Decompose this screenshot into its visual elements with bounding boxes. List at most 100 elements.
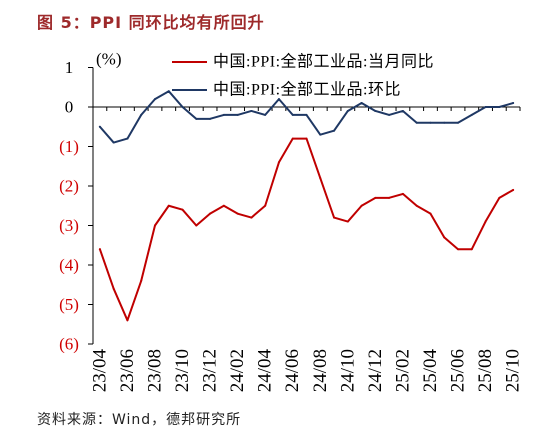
- data-point-yoy: [181, 208, 184, 211]
- y-tick-label: (6): [59, 335, 79, 354]
- x-tick-label: 24/04: [255, 349, 276, 393]
- legend-item-mom: 中国:PPI:全部工业品:环比: [172, 81, 401, 99]
- x-tick-label: 23/08: [144, 349, 165, 392]
- data-point-yoy: [250, 216, 253, 219]
- y-tick-label: 0: [65, 98, 74, 117]
- data-point-yoy: [429, 212, 432, 215]
- series-layer: [98, 90, 515, 322]
- data-point-yoy: [360, 204, 363, 207]
- data-point-mom: [429, 121, 432, 124]
- data-point-yoy: [140, 279, 143, 282]
- legend: 中国:PPI:全部工业品:当月同比 中国:PPI:全部工业品:环比: [172, 53, 434, 99]
- data-point-yoy: [470, 248, 473, 251]
- x-tick-label: 24/10: [337, 349, 358, 392]
- y-tick-label: 1: [65, 58, 74, 77]
- x-tick-label: 25/04: [420, 349, 441, 393]
- x-tick-label: 23/04: [89, 349, 110, 393]
- x-tick-label: 24/02: [227, 349, 248, 392]
- data-point-mom: [512, 102, 515, 105]
- y-axis-unit-label: (%): [96, 50, 121, 69]
- data-point-mom: [291, 113, 294, 116]
- data-point-mom: [277, 98, 280, 101]
- data-point-mom: [264, 113, 267, 116]
- data-point-yoy: [153, 224, 156, 227]
- data-point-mom: [181, 106, 184, 108]
- data-point-yoy: [457, 248, 460, 251]
- data-point-mom: [401, 109, 404, 112]
- data-point-mom: [209, 117, 212, 120]
- data-point-yoy: [443, 236, 446, 239]
- data-point-yoy: [98, 248, 101, 251]
- data-point-yoy: [222, 204, 225, 207]
- y-tick-label: (5): [59, 295, 79, 314]
- y-tick-label: (2): [59, 177, 79, 196]
- data-point-mom: [112, 141, 115, 144]
- data-point-yoy: [305, 137, 308, 140]
- x-tick-label: 23/06: [117, 349, 138, 392]
- x-tick-label: 23/12: [200, 349, 221, 392]
- axes: 1 0 (1) (2) (3) (4) (5) (6) 23/04 23/06 23/08 23/10…: [59, 58, 524, 392]
- data-point-yoy: [388, 196, 391, 199]
- data-point-yoy: [236, 212, 239, 215]
- x-tick-label: 25/10: [503, 349, 524, 392]
- data-point-mom: [415, 121, 418, 124]
- data-point-mom: [98, 125, 101, 128]
- data-point-mom: [305, 113, 308, 116]
- x-tick-label: 24/06: [282, 349, 303, 392]
- data-point-mom: [470, 113, 473, 116]
- data-point-yoy: [498, 196, 501, 199]
- x-tick-label: 23/10: [172, 349, 193, 392]
- legend-label-yoy: 中国:PPI:全部工业品:当月同比: [213, 53, 434, 71]
- data-point-mom: [195, 117, 198, 120]
- data-point-mom: [498, 106, 501, 108]
- data-point-yoy: [195, 224, 198, 227]
- data-point-mom: [250, 109, 253, 112]
- data-point-mom: [153, 98, 156, 101]
- source-note: 资料来源：Wind，德邦研究所: [37, 412, 242, 428]
- data-point-mom: [388, 113, 391, 116]
- data-point-yoy: [401, 192, 404, 195]
- data-point-yoy: [415, 204, 418, 207]
- data-point-yoy: [167, 204, 170, 207]
- data-point-yoy: [319, 177, 322, 180]
- data-point-mom: [360, 102, 363, 105]
- data-point-yoy: [112, 287, 115, 290]
- y-tick-label: (1): [59, 137, 79, 156]
- data-point-yoy: [291, 137, 294, 140]
- data-point-yoy: [277, 161, 280, 164]
- data-point-yoy: [374, 196, 377, 199]
- data-point-mom: [443, 121, 446, 124]
- data-point-mom: [222, 113, 225, 116]
- data-point-mom: [319, 133, 322, 136]
- series-line-yoy: [98, 137, 515, 322]
- x-tick-label: 24/12: [365, 349, 386, 392]
- x-tick-label: 25/08: [475, 349, 496, 392]
- data-point-mom: [374, 109, 377, 112]
- data-point-yoy: [209, 212, 212, 215]
- data-point-mom: [126, 137, 129, 140]
- data-point-yoy: [333, 216, 336, 219]
- data-point-yoy: [346, 220, 349, 223]
- data-point-mom: [346, 109, 349, 112]
- data-point-mom: [333, 129, 336, 132]
- x-tick-label: 25/02: [392, 349, 413, 392]
- data-point-yoy: [126, 319, 129, 322]
- series-line-mom: [98, 90, 515, 144]
- data-point-mom: [236, 113, 239, 116]
- figure-title: 图 5：PPI 同环比均有所回升: [37, 13, 265, 32]
- data-point-mom: [140, 113, 143, 116]
- data-point-yoy: [512, 188, 515, 191]
- x-tick-label: 25/06: [448, 349, 469, 392]
- legend-label-mom: 中国:PPI:全部工业品:环比: [213, 81, 401, 99]
- x-tick-label: 24/08: [310, 349, 331, 392]
- data-point-yoy: [264, 204, 267, 207]
- data-point-mom: [167, 90, 170, 93]
- data-point-mom: [484, 106, 487, 108]
- data-point-yoy: [484, 220, 487, 223]
- y-tick-label: (4): [59, 256, 79, 275]
- legend-item-yoy: 中国:PPI:全部工业品:当月同比: [172, 53, 434, 71]
- y-tick-label: (3): [59, 216, 79, 235]
- data-point-mom: [457, 121, 460, 124]
